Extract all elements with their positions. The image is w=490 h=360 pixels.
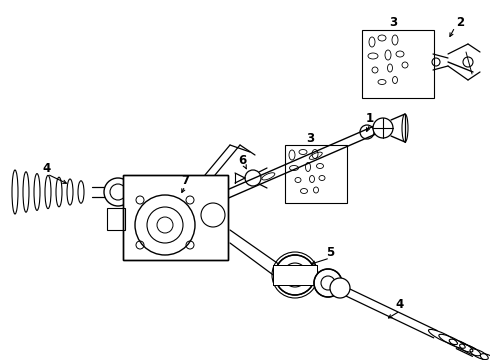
Bar: [273, 265, 317, 285]
Circle shape: [314, 269, 342, 297]
Text: 7: 7: [181, 174, 189, 186]
Bar: [362, 30, 434, 98]
Bar: [285, 145, 347, 203]
Bar: [107, 208, 125, 230]
Text: 3: 3: [306, 131, 314, 144]
Text: 1: 1: [366, 112, 374, 125]
Text: 4: 4: [396, 298, 404, 311]
Text: 2: 2: [456, 15, 464, 28]
Circle shape: [330, 278, 350, 298]
Text: 4: 4: [43, 162, 51, 175]
Bar: [123, 175, 228, 260]
Circle shape: [373, 118, 393, 138]
Bar: [273, 265, 317, 285]
Text: 6: 6: [238, 153, 246, 166]
Text: 5: 5: [326, 246, 334, 258]
Text: 3: 3: [389, 15, 397, 28]
Bar: [123, 175, 228, 260]
Circle shape: [275, 255, 315, 295]
Circle shape: [104, 178, 132, 206]
